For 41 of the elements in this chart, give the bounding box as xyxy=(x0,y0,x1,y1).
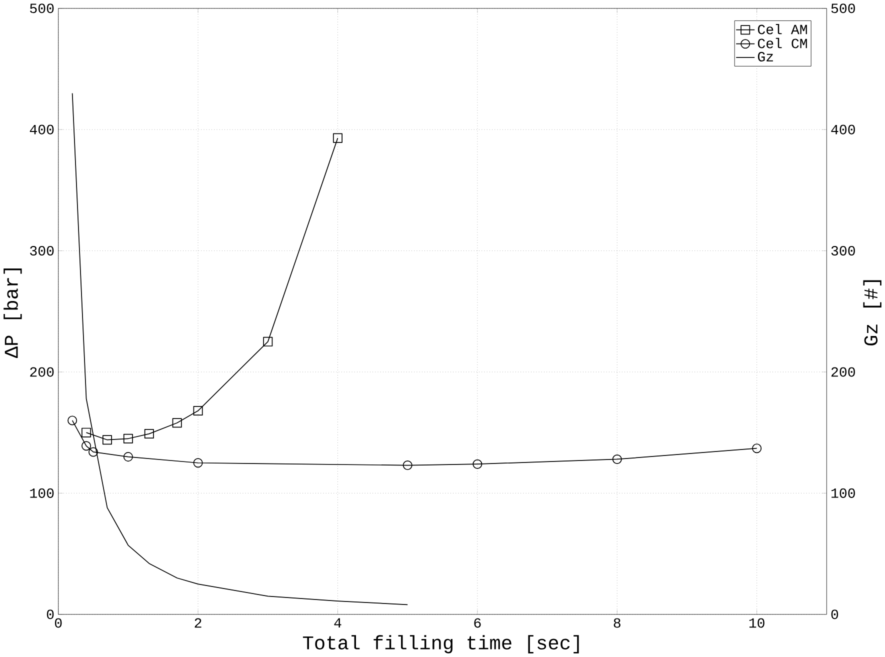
point xyxy=(88,447,98,457)
x-tick-label: 2 xyxy=(194,618,202,628)
legend-label: Gz xyxy=(758,52,773,62)
point xyxy=(68,416,78,426)
point xyxy=(752,444,762,454)
y2-tick-label: 300 xyxy=(831,246,855,256)
point xyxy=(193,406,203,416)
legend-label: Cel AM xyxy=(758,24,807,34)
x-tick-label: 0 xyxy=(54,618,62,628)
point xyxy=(332,133,342,143)
x-tick-label: 10 xyxy=(749,618,764,628)
y2-tick-label: 0 xyxy=(831,610,838,620)
y-tick-label: 400 xyxy=(30,124,54,134)
point xyxy=(172,418,182,428)
point xyxy=(193,458,203,468)
y-axis-title: ΔP [bar] xyxy=(4,268,22,358)
point xyxy=(402,460,412,470)
point xyxy=(123,434,133,444)
point xyxy=(123,452,133,462)
x-tick-label: 6 xyxy=(474,618,481,628)
x-axis-title: Total filling time [sec] xyxy=(302,635,579,654)
legend-label: Cel CM xyxy=(758,38,807,48)
y2-tick-label: 200 xyxy=(831,367,855,377)
x-tick-label: 4 xyxy=(334,618,342,628)
point xyxy=(82,428,92,438)
y2-axis-title: Gz [#] xyxy=(863,280,882,346)
y-tick-label: 0 xyxy=(46,610,54,620)
point xyxy=(612,454,622,464)
y2-tick-label: 100 xyxy=(832,488,855,498)
y-tick-label: 300 xyxy=(30,246,54,256)
y2-tick-label: 400 xyxy=(831,124,855,134)
point xyxy=(472,459,482,469)
y-tick-label: 100 xyxy=(30,488,54,498)
point xyxy=(102,435,112,445)
y2-tick-label: 500 xyxy=(831,4,855,14)
y-tick-label: 500 xyxy=(30,4,54,14)
y-tick-label: 200 xyxy=(30,367,54,377)
point xyxy=(82,441,92,451)
x-tick-label: 8 xyxy=(614,618,620,628)
point xyxy=(144,429,154,439)
point xyxy=(263,336,273,346)
